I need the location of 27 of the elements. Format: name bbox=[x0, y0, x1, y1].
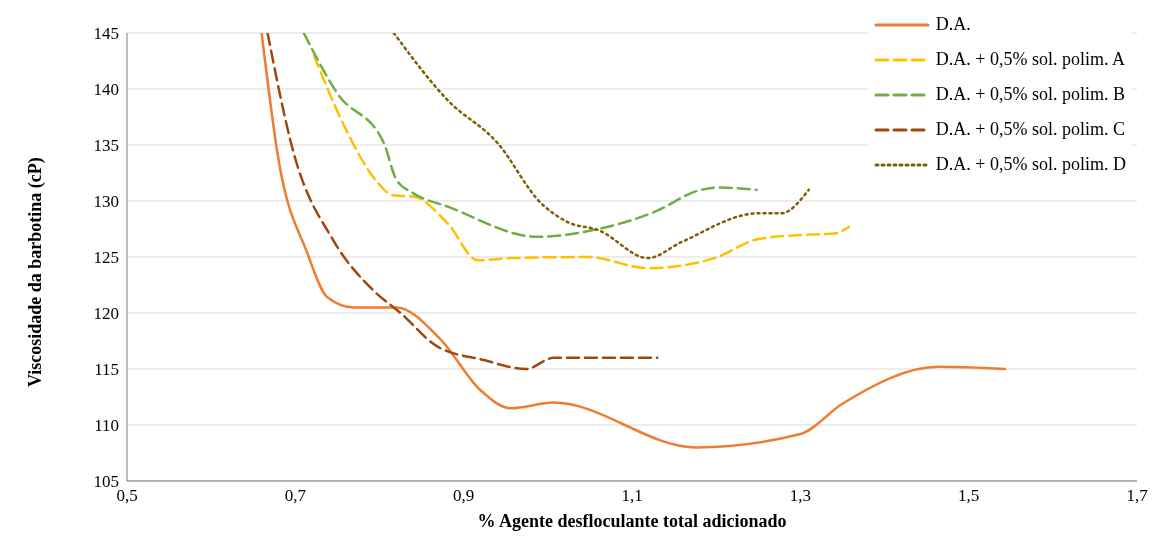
y-tick-label: 125 bbox=[93, 248, 119, 268]
x-tick-label: 0,7 bbox=[284, 486, 307, 506]
x-tick-label: 1,1 bbox=[621, 486, 643, 506]
legend-label: D.A. bbox=[935, 14, 971, 35]
y-tick-label: 130 bbox=[93, 192, 119, 212]
y-tick-label: 110 bbox=[94, 416, 119, 436]
x-tick-label: 1,3 bbox=[789, 486, 811, 506]
y-axis-title: Viscosidade da barbotina (cP) bbox=[25, 157, 47, 387]
line-series bbox=[302, 33, 758, 239]
y-tick-label: 105 bbox=[93, 472, 119, 492]
x-axis-title: % Agente desfloculante total adicionado bbox=[476, 510, 788, 532]
y-tick-label: 115 bbox=[94, 360, 119, 380]
y-tick-label: 120 bbox=[93, 304, 119, 324]
x-tick-label: 1,5 bbox=[958, 486, 980, 506]
line-series bbox=[392, 33, 810, 260]
x-tick-label: 1,7 bbox=[1126, 486, 1149, 506]
x-tick-label: 0,9 bbox=[453, 486, 475, 506]
x-tick-label: 0,5 bbox=[116, 486, 138, 506]
legend-label: D.A. + 0,5% sol. polim. A bbox=[935, 49, 1126, 70]
legend-label: D.A. + 0,5% sol. polim. D bbox=[935, 154, 1126, 175]
legend-label: D.A. + 0,5% sol. polim. B bbox=[935, 84, 1126, 105]
line-series bbox=[312, 54, 851, 270]
y-tick-label: 135 bbox=[93, 136, 119, 156]
y-tick-label: 145 bbox=[93, 24, 119, 44]
legend-label: D.A. + 0,5% sol. polim. C bbox=[935, 119, 1126, 140]
y-tick-label: 140 bbox=[93, 80, 119, 100]
line-series bbox=[266, 33, 659, 371]
